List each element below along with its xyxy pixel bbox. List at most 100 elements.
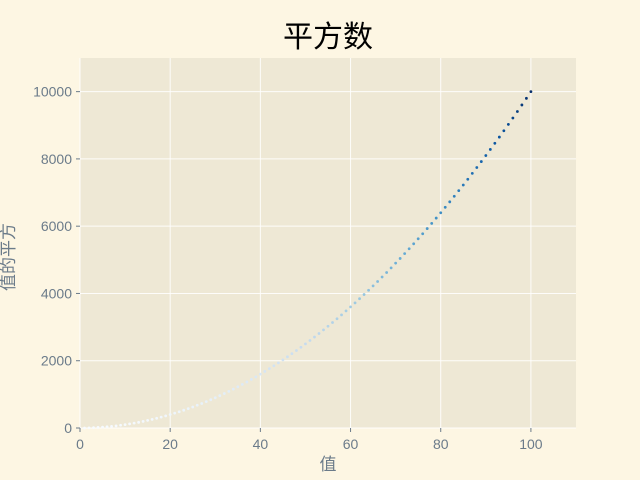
scatter-point [362,293,366,296]
scatter-point [407,247,411,251]
scatter-point [222,392,226,395]
scatter-point [376,280,379,283]
y-tick-label: 6000 [41,218,72,234]
scatter-point [141,420,145,423]
x-axis-label: 值 [320,455,337,475]
x-tick-label: 0 [76,436,84,452]
scatter-point [349,305,352,309]
scatter-point [457,189,461,193]
y-tick-label: 10000 [33,84,72,100]
scatter-point [331,321,334,324]
scatter-point [231,387,235,391]
scatter-point [182,408,186,412]
scatter-point [236,385,240,389]
scatter-point [177,410,181,414]
scatter-point [466,177,470,181]
scatter-point [488,148,492,151]
scatter-point [385,271,389,274]
scatter-point [475,166,479,169]
scatter-point [506,123,510,126]
scatter-point [416,237,420,241]
y-tick-label: 8000 [41,151,72,167]
scatter-point [353,301,357,305]
scatter-point [186,407,190,411]
scatter-point [191,405,195,409]
scatter-point [227,389,231,393]
scatter-point [461,183,465,187]
scatter-point [299,345,303,349]
scatter-point [155,416,159,420]
scatter-point [398,257,402,260]
scatter-point [150,417,154,421]
scatter-point [511,116,515,120]
scatter-point [403,252,407,256]
scatter-point [249,378,253,381]
scatter-point [213,396,217,400]
scatter-point [525,96,528,100]
scatter-point [290,352,294,356]
grid [79,58,576,429]
scatter-point [371,284,375,288]
x-tick-label: 40 [253,436,269,452]
scatter-point [452,194,456,198]
scatter-point [412,242,416,246]
x-tick-label: 80 [433,436,449,452]
scatter-point [322,328,325,332]
scatter-point [344,309,348,313]
x-tick-label: 60 [343,436,359,452]
x-tick-label: 100 [519,436,543,452]
scatter-point [286,355,289,359]
scatter-point [83,426,86,430]
scatter-point [304,342,307,346]
scatter-point [425,227,429,230]
scatter-point [358,297,361,301]
scatter-point [195,403,199,407]
scatter-point [137,420,141,424]
scatter-point [105,425,109,429]
scatter-point [497,135,501,139]
scatter-point [443,205,447,209]
scatter-point [254,375,258,379]
scatter-point [308,339,312,342]
scatter-point [101,425,104,429]
y-tick-label: 2000 [41,353,72,369]
x-tick-label: 20 [162,436,178,452]
scatter-point [168,413,172,416]
scatter-point [204,400,208,404]
scatter-point [209,398,213,402]
scatter-point [267,367,271,371]
scatter-point [484,154,488,157]
scatter-point [128,422,132,426]
scatter-point [313,335,316,339]
scatter-point [92,426,95,430]
scatter-point [164,414,168,418]
scatter-point [367,288,370,292]
y-tick-label: 4000 [41,285,72,301]
scatter-point [263,370,267,373]
scatter-point [470,172,474,175]
scatter-point [502,129,506,133]
scatter-point [245,380,249,384]
scatter-point [380,275,384,279]
scatter-point [520,103,524,107]
scatter-point [295,349,298,352]
scatter-point [277,361,280,365]
scatter-point [389,266,393,270]
scatter-point [123,423,127,427]
scatter-point [448,200,452,204]
y-axis-label: 值的平方 [0,223,19,291]
scatter-point [272,364,276,368]
scatter-points [83,90,533,430]
scatter-point [394,261,398,265]
scatter-point [218,394,222,398]
scatter-point [434,216,438,220]
scatter-point [114,424,118,428]
scatter-point [132,421,136,425]
plot-area [80,58,576,428]
scatter-point [340,313,343,317]
axis-ticks: 0 20 40 60 80 100 0 2000 4000 6000 8000 10000 [33,84,543,452]
scatter-point [258,372,262,376]
scatter-point [529,90,533,94]
scatter-point [96,426,100,429]
